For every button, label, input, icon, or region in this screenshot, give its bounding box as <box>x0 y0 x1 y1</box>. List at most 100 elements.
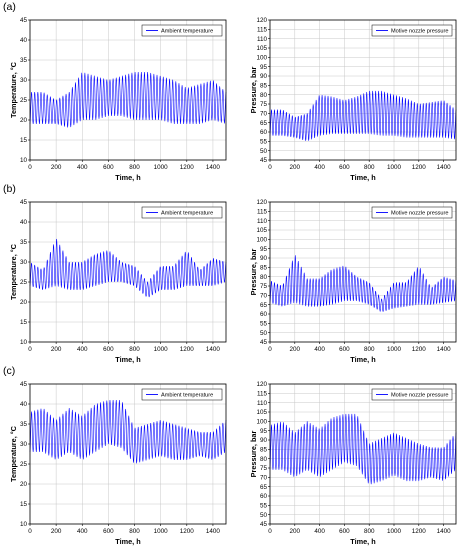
x-tick-label: 1400 <box>206 164 221 171</box>
legend-box <box>371 206 453 219</box>
panel-label-a: (a) <box>3 1 16 13</box>
y-tick-label: 50 <box>260 330 268 337</box>
y-tick-label: 25 <box>20 279 28 286</box>
x-tick-label: 1000 <box>387 164 402 171</box>
x-axis-label: Time, h <box>350 173 375 182</box>
y-tick-label: 20 <box>20 299 28 306</box>
y-tick-label: 120 <box>256 381 267 388</box>
x-tick-label: 1200 <box>412 346 427 353</box>
y-tick-label: 105 <box>256 45 267 52</box>
y-axis-label: Temperature, °C <box>9 243 18 300</box>
y-tick-label: 45 <box>20 17 28 24</box>
legend-box <box>141 388 223 401</box>
x-tick-label: 800 <box>364 346 375 353</box>
legend-label: Motive nozzle pressure <box>391 211 449 217</box>
x-axis-label: Time, h <box>115 355 140 364</box>
y-tick-label: 110 <box>257 36 268 43</box>
x-tick-label: 1200 <box>412 528 427 535</box>
x-tick-label: 800 <box>364 164 375 171</box>
x-tick-label: 200 <box>290 164 301 171</box>
y-tick-label: 10 <box>20 521 28 528</box>
x-tick-label: 0 <box>28 164 32 171</box>
y-tick-label: 110 <box>257 400 268 407</box>
y-axis-label: Pressure, bar <box>249 249 258 296</box>
legend-label: Ambient temperature <box>161 393 213 399</box>
y-tick-label: 55 <box>260 321 268 328</box>
x-tick-label: 200 <box>290 346 301 353</box>
y-tick-label: 60 <box>260 493 268 500</box>
y-tick-label: 30 <box>20 77 28 84</box>
y-tick-label: 30 <box>20 259 28 266</box>
y-tick-label: 35 <box>20 239 28 246</box>
x-tick-label: 400 <box>314 528 325 535</box>
y-tick-label: 40 <box>20 219 28 226</box>
y-tick-label: 85 <box>260 265 268 272</box>
y-tick-label: 55 <box>260 503 268 510</box>
y-tick-label: 45 <box>260 339 268 346</box>
x-tick-label: 1200 <box>412 164 427 171</box>
x-tick-label: 800 <box>129 164 140 171</box>
plot-frame <box>269 383 457 525</box>
x-tick-label: 600 <box>339 346 350 353</box>
x-tick-label: 1000 <box>387 528 402 535</box>
x-tick-label: 200 <box>51 346 62 353</box>
y-tick-label: 25 <box>20 461 28 468</box>
series-line <box>29 238 227 298</box>
y-tick-label: 45 <box>260 521 268 528</box>
y-tick-label: 15 <box>20 319 28 326</box>
y-tick-label: 80 <box>260 274 268 281</box>
x-tick-label: 1400 <box>206 528 221 535</box>
y-tick-label: 50 <box>260 148 268 155</box>
y-tick-label: 70 <box>260 111 268 118</box>
x-tick-label: 200 <box>51 528 62 535</box>
legend-label: Motive nozzle pressure <box>391 393 449 399</box>
y-tick-label: 100 <box>256 237 267 244</box>
y-tick-label: 60 <box>260 311 268 318</box>
chart-3: 10 15 20 25 30 35 40 45 0 200 400 600 800 1000 1200 140… <box>9 199 227 364</box>
x-tick-label: 200 <box>51 164 62 171</box>
x-axis-label: Time, h <box>115 537 140 546</box>
y-tick-label: 45 <box>20 381 28 388</box>
y-tick-label: 90 <box>260 73 268 80</box>
series-line <box>269 255 457 313</box>
plot-frame <box>269 19 457 161</box>
y-tick-label: 80 <box>260 456 268 463</box>
x-tick-label: 0 <box>268 164 272 171</box>
y-tick-label: 95 <box>260 64 268 71</box>
legend-label: Ambient temperature <box>161 29 213 35</box>
y-tick-label: 100 <box>256 419 267 426</box>
y-tick-label: 85 <box>260 83 268 90</box>
y-tick-label: 100 <box>256 55 267 62</box>
y-tick-label: 120 <box>256 17 267 24</box>
x-tick-label: 600 <box>103 346 114 353</box>
y-tick-label: 80 <box>260 92 268 99</box>
series-line <box>269 413 457 485</box>
y-tick-label: 20 <box>20 481 28 488</box>
x-tick-label: 400 <box>314 164 325 171</box>
series-line <box>29 71 227 128</box>
legend-box <box>371 24 453 37</box>
y-tick-label: 30 <box>20 441 28 448</box>
y-tick-label: 85 <box>260 447 268 454</box>
y-tick-label: 70 <box>260 293 268 300</box>
y-axis-label: Temperature, °C <box>9 425 18 482</box>
x-tick-label: 600 <box>339 164 350 171</box>
x-axis-label: Time, h <box>350 355 375 364</box>
y-tick-label: 55 <box>260 139 268 146</box>
y-tick-label: 95 <box>260 428 268 435</box>
x-tick-label: 400 <box>314 346 325 353</box>
y-tick-label: 115 <box>257 209 268 216</box>
x-tick-label: 1200 <box>180 528 195 535</box>
x-axis-label: Time, h <box>115 173 140 182</box>
x-tick-label: 0 <box>28 346 32 353</box>
y-tick-label: 45 <box>260 157 268 164</box>
x-tick-label: 800 <box>129 346 140 353</box>
x-tick-label: 1200 <box>180 346 195 353</box>
x-tick-label: 400 <box>77 346 88 353</box>
x-axis-label: Time, h <box>350 537 375 546</box>
y-tick-label: 65 <box>260 484 268 491</box>
y-tick-label: 35 <box>20 57 28 64</box>
y-tick-label: 75 <box>260 101 268 108</box>
